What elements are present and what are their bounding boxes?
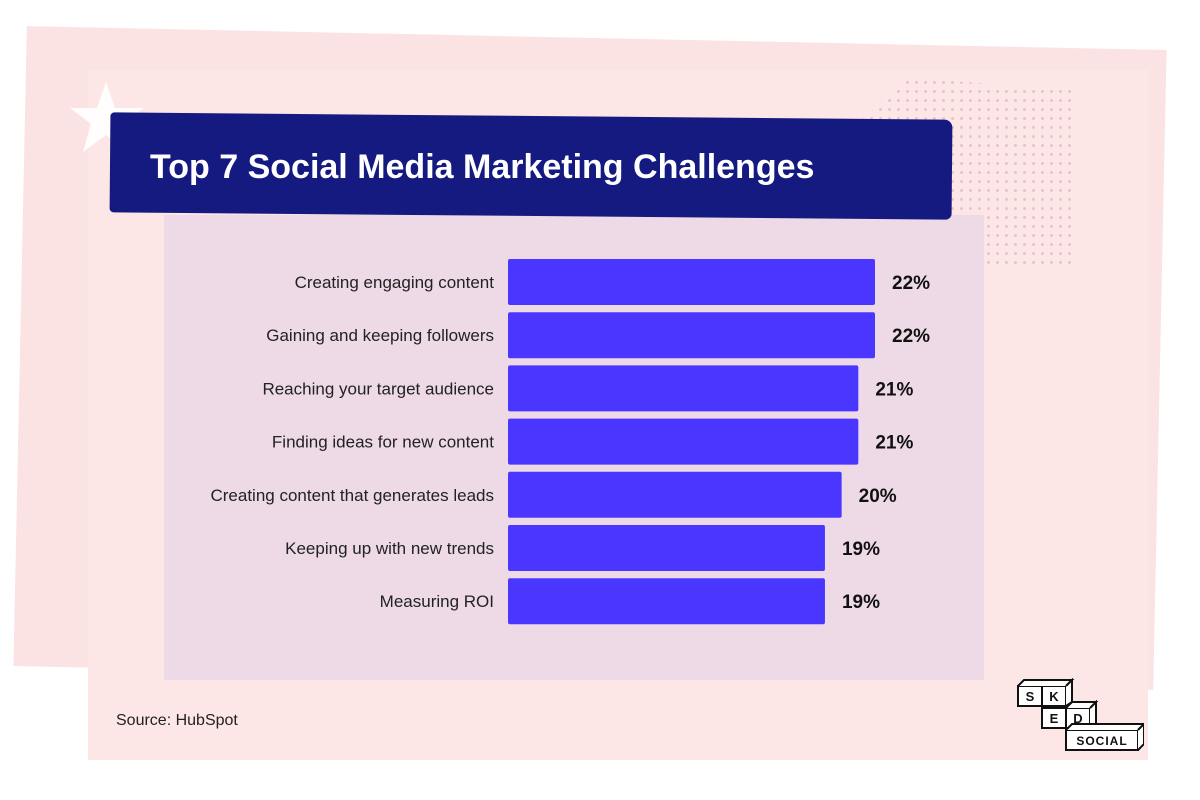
bar [508,471,842,518]
category-label: Keeping up with new trends [285,539,494,558]
bar [508,365,859,412]
category-label: Measuring ROI [380,592,494,611]
data-label: 20% [859,486,897,507]
data-label: 21% [875,379,913,400]
bar [508,259,875,305]
data-label: 22% [892,326,930,347]
source-note: Source: HubSpot [116,712,238,729]
data-label: 21% [875,433,913,454]
star-icon [70,82,144,152]
category-label: Reaching your target audience [262,379,494,398]
category-label: Gaining and keeping followers [266,326,494,345]
bar [508,578,825,625]
category-label: Creating engaging content [295,273,495,292]
logo-letter-e: E [1050,711,1059,726]
sked-social-logo: S K E D SOCIAL [1017,678,1144,751]
logo-letter-s: S [1026,689,1035,704]
bar [508,312,875,359]
chart-title: Top 7 Social Media Marketing Challenges [150,148,815,186]
category-label: Finding ideas for new content [272,433,494,452]
bar [508,525,825,571]
data-label: 19% [842,539,880,560]
data-label: 19% [842,592,880,613]
logo-word-social: SOCIAL [1076,734,1127,748]
bar [508,418,859,465]
logo-letter-k: K [1049,689,1059,704]
logo-letter-d: D [1073,711,1082,726]
data-label: 22% [892,273,930,294]
category-label: Creating content that generates leads [210,486,494,505]
